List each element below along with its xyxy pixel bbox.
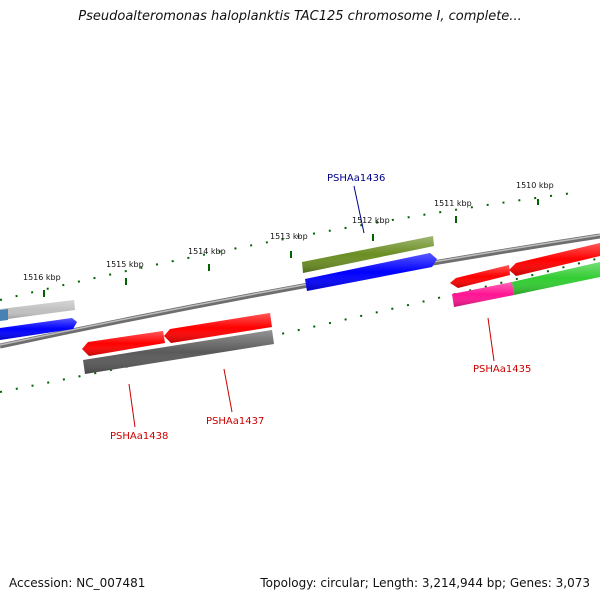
- gene-red-right[interactable]: [509, 243, 600, 276]
- tick-label-1513: 1513 kbp: [270, 232, 308, 241]
- tick-label-1514: 1514 kbp: [188, 247, 226, 256]
- tick-label-1510: 1510 kbp: [516, 181, 554, 190]
- leader-line-1437: [223, 368, 233, 413]
- gene-darkgray[interactable]: [83, 330, 274, 374]
- gene-red-1438[interactable]: [82, 331, 165, 356]
- gene-red-1437[interactable]: [164, 313, 272, 343]
- gene-label-1437[interactable]: PSHAa1437: [206, 416, 264, 427]
- chromosome-backbone: [0, 233, 600, 349]
- leader-line-1435: [487, 317, 495, 362]
- outer-tick-ring: [0, 191, 581, 301]
- gene-blue-left[interactable]: [0, 318, 77, 340]
- gene-label-1435[interactable]: PSHAa1435: [473, 364, 531, 375]
- tick-label-1512: 1512 kbp: [352, 216, 390, 225]
- gene-label-1436[interactable]: PSHAa1436: [327, 173, 385, 184]
- gene-lightgray-left[interactable]: [0, 300, 75, 321]
- gene-olive[interactable]: [302, 236, 434, 273]
- leader-line-1438: [128, 383, 136, 428]
- gene-green[interactable]: [512, 262, 600, 295]
- gene-red-1435[interactable]: [450, 265, 510, 288]
- accession-text: Accession: NC_007481: [9, 576, 146, 590]
- map-title: Pseudoalteromonas haloplanktis TAC125 ch…: [78, 9, 522, 24]
- major-ticks: [43, 199, 539, 297]
- tick-label-1515: 1515 kbp: [106, 260, 144, 269]
- gene-blue-center[interactable]: [305, 253, 437, 291]
- gene-magenta[interactable]: [452, 282, 514, 307]
- tick-label-1516: 1516 kbp: [23, 273, 61, 282]
- genome-stats-text: Topology: circular; Length: 3,214,944 bp…: [260, 576, 590, 590]
- tick-label-1511: 1511 kbp: [434, 199, 472, 208]
- gene-label-1438[interactable]: PSHAa1438: [110, 431, 168, 442]
- leader-line-1436: [353, 185, 365, 234]
